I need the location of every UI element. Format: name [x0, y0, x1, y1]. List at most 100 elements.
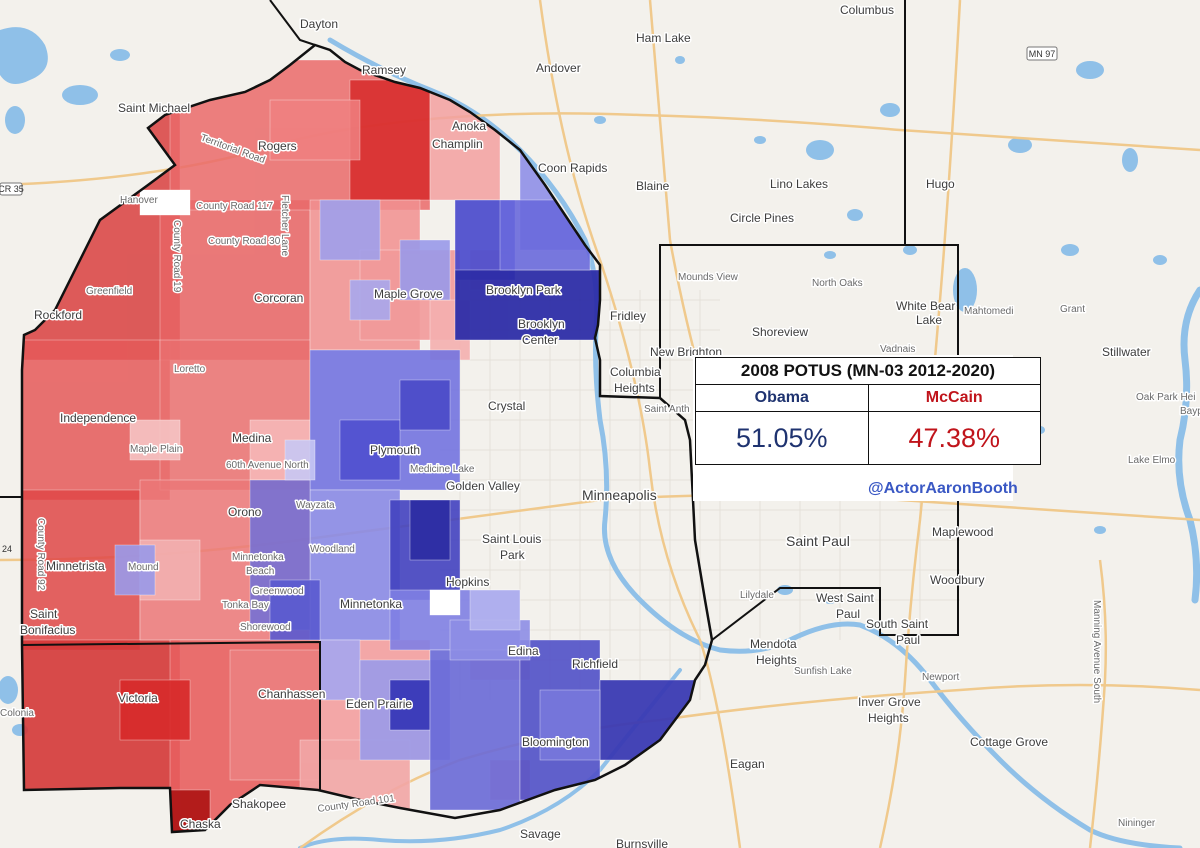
- place-rockford: Rockford: [34, 308, 82, 322]
- place-brooklyn-center-2: Center: [522, 333, 558, 347]
- place-greenfield: Greenfield: [86, 286, 132, 297]
- place-plymouth: Plymouth: [370, 443, 420, 457]
- place-newport: Newport: [922, 672, 959, 683]
- place-orono: Orono: [228, 505, 262, 519]
- shield-mn97: MN 97: [1029, 49, 1056, 59]
- place-white-bear-lake-2: Lake: [916, 313, 942, 327]
- place-saint-bonifacius-1: Saint: [30, 607, 58, 621]
- shield-24: 24: [2, 544, 12, 554]
- place-loretto: Loretto: [174, 364, 206, 375]
- shield-cr35: CR 35: [0, 184, 24, 194]
- place-medina: Medina: [232, 431, 272, 445]
- road-60th: 60th Avenue North: [226, 460, 309, 471]
- place-minnetrista: Minnetrista: [46, 559, 105, 573]
- place-minnetonka: Minnetonka: [340, 597, 402, 611]
- place-shakopee: Shakopee: [232, 797, 286, 811]
- place-oak-park: Oak Park Hei: [1136, 392, 1195, 403]
- place-lino-lakes: Lino Lakes: [770, 177, 828, 191]
- place-ham-lake: Ham Lake: [636, 31, 691, 45]
- place-bayport: Bayp: [1180, 406, 1200, 417]
- district-outline: [20, 43, 714, 834]
- place-north-oaks: North Oaks: [812, 278, 863, 289]
- place-columbus: Columbus: [840, 3, 894, 17]
- place-maplewood: Maplewood: [932, 525, 993, 539]
- place-woodbury: Woodbury: [930, 573, 984, 587]
- place-wayzata: Wayzata: [296, 500, 335, 511]
- place-mendota-heights-2: Heights: [756, 653, 797, 667]
- place-champlin: Champlin: [432, 137, 483, 151]
- place-edina: Edina: [508, 644, 539, 658]
- place-saint-michael: Saint Michael: [118, 101, 190, 115]
- place-cottage-grove: Cottage Grove: [970, 735, 1048, 749]
- place-sunfish-lake: Sunfish Lake: [794, 666, 852, 677]
- place-mahtomedi: Mahtomedi: [964, 306, 1013, 317]
- place-grant: Grant: [1060, 304, 1085, 315]
- place-saint-louis-park-2: Park: [500, 548, 526, 562]
- precincts: [22, 45, 711, 832]
- place-maple-grove: Maple Grove: [374, 287, 443, 301]
- place-circle-pines: Circle Pines: [730, 211, 794, 225]
- place-richfield: Richfield: [572, 657, 618, 671]
- place-white-bear-lake-1: White Bear: [896, 299, 955, 313]
- road-cr19: County Road 19: [171, 220, 182, 293]
- place-nininger: Nininger: [1118, 818, 1156, 829]
- place-tonka-bay: Tonka Bay: [222, 600, 269, 611]
- place-savage: Savage: [520, 827, 561, 841]
- place-south-saint-paul-1: South Saint: [866, 617, 929, 631]
- place-burnsville: Burnsville: [616, 837, 668, 848]
- place-maple-plain: Maple Plain: [130, 444, 182, 455]
- candidate-obama-name: Obama: [695, 384, 869, 412]
- place-minneapolis: Minneapolis: [582, 487, 657, 503]
- road-cr92: County Road 92: [35, 518, 46, 591]
- place-minnetonka-beach-2: Beach: [246, 566, 274, 577]
- place-corcoran: Corcoran: [254, 291, 303, 305]
- place-hopkins: Hopkins: [446, 575, 489, 589]
- place-minnetonka-beach-1: Minnetonka: [232, 552, 284, 563]
- road-manning: Manning Avenue South: [1091, 600, 1102, 703]
- place-eagan: Eagan: [730, 757, 765, 771]
- place-blaine: Blaine: [636, 179, 670, 193]
- county-boundaries: [0, 0, 959, 790]
- place-crystal: Crystal: [488, 399, 525, 413]
- place-anoka: Anoka: [452, 119, 486, 133]
- place-west-saint-paul-1: West Saint: [816, 591, 874, 605]
- place-columbia-heights-2: Heights: [614, 381, 655, 395]
- place-mendota-heights-1: Mendota: [750, 637, 797, 651]
- place-brooklyn-park: Brooklyn Park: [486, 283, 562, 297]
- place-cologne: Colonia: [0, 708, 34, 719]
- place-coon-rapids: Coon Rapids: [538, 161, 607, 175]
- road-fletcher: Fletcher Lane: [279, 195, 290, 257]
- place-stillwater: Stillwater: [1102, 345, 1151, 359]
- results-table: 2008 POTUS (MN-03 2012-2020) Obama McCai…: [695, 357, 1041, 465]
- place-mounds-view: Mounds View: [678, 272, 739, 283]
- place-woodland: Woodland: [310, 544, 355, 555]
- place-hanover: Hanover: [120, 195, 158, 206]
- place-mound: Mound: [128, 562, 159, 573]
- place-ramsey: Ramsey: [362, 63, 406, 77]
- place-fridley: Fridley: [610, 309, 646, 323]
- place-medicine-lake: Medicine Lake: [410, 464, 475, 475]
- place-chanhassen: Chanhassen: [258, 687, 325, 701]
- place-victoria: Victoria: [118, 691, 158, 705]
- place-saint-anthony: Saint Anth: [644, 404, 690, 415]
- place-greenwood: Greenwood: [252, 586, 304, 597]
- place-saint-louis-park-1: Saint Louis: [482, 532, 541, 546]
- place-rogers: Rogers: [258, 139, 297, 153]
- place-south-saint-paul-2: Paul: [896, 633, 920, 647]
- road-cr117: County Road 117: [196, 201, 274, 212]
- candidate-obama-percent: 51.05%: [695, 411, 869, 465]
- place-lilydale: Lilydale: [740, 590, 774, 601]
- place-shoreview: Shoreview: [752, 325, 808, 339]
- place-andover: Andover: [536, 61, 581, 75]
- lakes: [0, 27, 1167, 736]
- place-golden-valley: Golden Valley: [446, 479, 520, 493]
- highway-shields: MN 97 CR 35 24: [0, 46, 1058, 554]
- place-bloomington: Bloomington: [522, 735, 589, 749]
- place-inver-grove-heights-2: Heights: [868, 711, 909, 725]
- candidate-mccain-percent: 47.38%: [867, 411, 1041, 465]
- results-title: 2008 POTUS (MN-03 2012-2020): [695, 357, 1041, 385]
- candidate-mccain-name: McCain: [867, 384, 1041, 412]
- place-saint-bonifacius-2: Bonifacius: [20, 623, 75, 637]
